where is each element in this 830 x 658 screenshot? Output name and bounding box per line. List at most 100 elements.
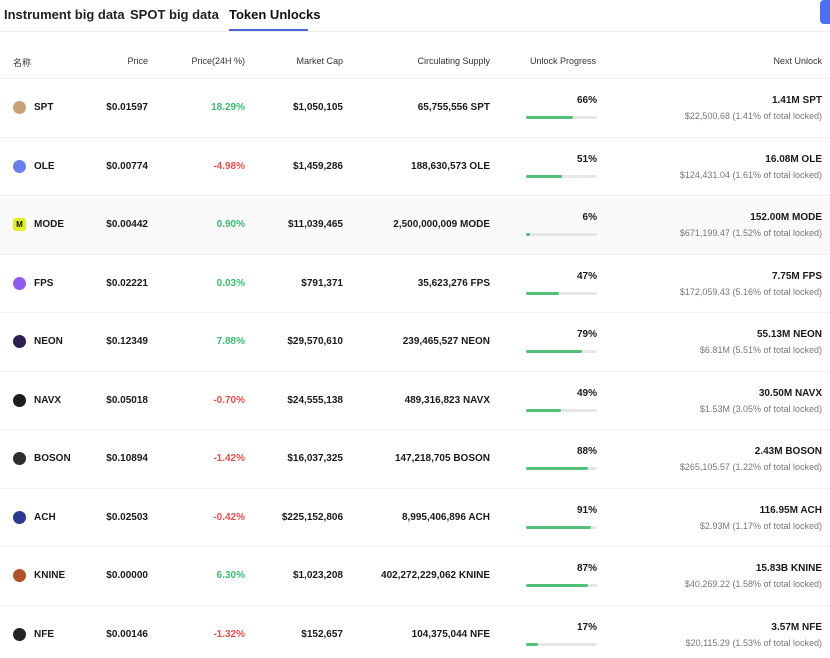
token-name[interactable]: NEON	[34, 336, 63, 347]
next-unlock-detail: $1.53M (3.05% of total locked)	[699, 403, 822, 414]
token-name[interactable]: SPT	[34, 102, 54, 113]
unlock-progress-fill	[526, 116, 573, 119]
market-cap: $16,037,325	[287, 453, 343, 464]
token-name[interactable]: KNINE	[34, 570, 66, 581]
token-price: $0.10894	[106, 453, 148, 464]
circulating-supply: 65,755,556 SPT	[417, 102, 490, 113]
table-row[interactable]: KNINE $0.00000 6.30% $1,023,208 402,272,229,…	[0, 547, 830, 606]
table-row[interactable]: ACH $0.02503 -0.42% $225,152,806 8,995,406,8…	[0, 489, 830, 547]
unlock-progress-fill	[526, 291, 560, 295]
market-cap: $152,657	[301, 628, 343, 640]
header-change[interactable]: Price(24H %)	[191, 56, 245, 66]
token-price: $0.01597	[106, 102, 148, 113]
next-unlock-detail: $671,199.47 (1.52% of total locked)	[679, 228, 822, 238]
header-circulating-supply[interactable]: Circulating Supply	[417, 56, 490, 66]
unlock-progress-fill	[526, 408, 561, 412]
price-change: -1.42%	[213, 453, 245, 464]
header-next-unlock[interactable]: Next Unlock	[773, 56, 822, 66]
token-price: $0.02503	[106, 511, 148, 523]
token-price: $0.05018	[106, 394, 148, 406]
unlock-progress-bar	[526, 525, 597, 529]
unlock-progress-bar	[526, 350, 597, 353]
price-change: 0.03%	[216, 277, 245, 289]
unlock-progress-bar	[526, 233, 597, 236]
next-unlock-amount: 7.75M FPS	[771, 270, 822, 282]
token-price: $0.00146	[106, 628, 148, 640]
token-price: $0.12349	[106, 336, 148, 347]
unlock-progress-percent: 87%	[576, 563, 597, 574]
market-cap: $225,152,806	[281, 511, 343, 523]
next-unlock-amount: 15.83B KNINE	[755, 563, 822, 574]
unlock-progress-percent: 79%	[576, 329, 597, 340]
next-unlock-amount: 1.41M SPT	[771, 95, 822, 106]
token-name[interactable]: MODE	[34, 219, 64, 230]
navx-coin-icon	[13, 393, 26, 407]
knine-coin-icon	[13, 569, 26, 582]
unlock-progress-percent: 47%	[576, 270, 597, 282]
table-row[interactable]: M MODE $0.00442 0.90% $11,039,465 2,500,000,0…	[0, 196, 830, 255]
circulating-supply: 489,316,823 NAVX	[404, 394, 490, 406]
price-change: -0.70%	[213, 394, 245, 406]
unlock-progress-fill	[526, 467, 589, 470]
table-row[interactable]: OLE $0.00774 -4.98% $1,459,286 188,630,573 O…	[0, 138, 830, 196]
neon-coin-icon	[13, 335, 26, 348]
token-name[interactable]: NAVX	[34, 394, 62, 406]
table-row[interactable]: NAVX $0.05018 -0.70% $24,555,138 489,316,823…	[0, 372, 830, 430]
next-unlock-amount: 16.08M OLE	[765, 153, 822, 165]
unlock-progress-bar	[526, 116, 597, 119]
token-name[interactable]: FPS	[34, 277, 54, 289]
table-row[interactable]: BOSON $0.10894 -1.42% $16,037,325 147,218,70…	[0, 430, 830, 489]
market-cap: $1,023,208	[292, 570, 343, 581]
token-name[interactable]: BOSON	[34, 453, 71, 464]
next-unlock-amount: 3.57M NFE	[771, 621, 822, 633]
header-price[interactable]: Price	[127, 56, 148, 66]
table-row[interactable]: NFE $0.00146 -1.32% $152,657 104,375,044 NFE…	[0, 606, 830, 658]
token-name[interactable]: OLE	[34, 160, 55, 172]
unlock-progress-percent: 91%	[576, 504, 597, 516]
token-price: $0.00442	[106, 219, 148, 230]
price-change: 7.88%	[216, 336, 245, 347]
nfe-coin-icon	[13, 627, 26, 641]
edge-action-button[interactable]	[820, 0, 830, 24]
table-row[interactable]: SPT $0.01597 18.29% $1,050,105 65,755,556 SP…	[0, 79, 830, 138]
token-name[interactable]: ACH	[34, 511, 56, 523]
next-unlock-amount: 152.00M MODE	[750, 212, 822, 223]
tab-token-unlocks[interactable]: Token Unlocks	[229, 7, 321, 22]
next-unlock-amount: 2.43M BOSON	[754, 446, 822, 457]
token-name[interactable]: NFE	[34, 628, 54, 640]
unlock-progress-bar	[526, 408, 597, 412]
circulating-supply: 35,623,276 FPS	[417, 277, 490, 289]
unlock-progress-bar	[526, 642, 597, 646]
ole-coin-icon	[13, 159, 26, 173]
next-unlock-amount: 55.13M NEON	[756, 329, 822, 340]
unlock-progress-fill	[526, 233, 531, 236]
next-unlock-detail: $20,115.29 (1.53% of total locked)	[685, 637, 822, 648]
table-body: SPT $0.01597 18.29% $1,050,105 65,755,556 SP…	[0, 79, 830, 658]
header-unlock-progress[interactable]: Unlock Progress	[530, 56, 597, 66]
ach-coin-icon	[13, 510, 26, 524]
header-market-cap[interactable]: Market Cap	[296, 56, 343, 66]
token-price: $0.00774	[106, 160, 148, 172]
unlock-progress-fill	[526, 174, 563, 178]
unlock-progress-fill	[526, 350, 583, 353]
market-cap: $11,039,465	[287, 219, 343, 230]
tab-spot-big-data[interactable]: SPOT big data	[130, 7, 219, 22]
tab-instrument-big-data[interactable]: Instrument big data	[4, 7, 125, 22]
price-change: 18.29%	[211, 102, 245, 113]
unlock-progress-fill	[526, 525, 591, 529]
unlock-progress-percent: 49%	[576, 387, 597, 399]
next-unlock-amount: 116.95M ACH	[759, 504, 822, 516]
unlock-progress-percent: 88%	[576, 446, 597, 457]
unlock-progress-fill	[526, 642, 539, 646]
tab-bar: Instrument big data SPOT big data Token …	[0, 0, 830, 32]
unlock-progress-fill	[526, 584, 588, 587]
mode-coin-icon: M	[13, 218, 26, 231]
next-unlock-detail: $124,431.04 (1.61% of total locked)	[679, 169, 822, 180]
token-price: $0.00000	[106, 570, 148, 581]
circulating-supply: 104,375,044 NFE	[411, 628, 490, 640]
table-row[interactable]: FPS $0.02221 0.03% $791,371 35,623,276 FPS 47…	[0, 255, 830, 313]
header-name: 名称	[13, 58, 32, 68]
circulating-supply: 147,218,705 BOSON	[394, 453, 490, 464]
table-row[interactable]: NEON $0.12349 7.88% $29,570,610 239,465,527 …	[0, 313, 830, 372]
price-change: -1.32%	[213, 628, 245, 640]
